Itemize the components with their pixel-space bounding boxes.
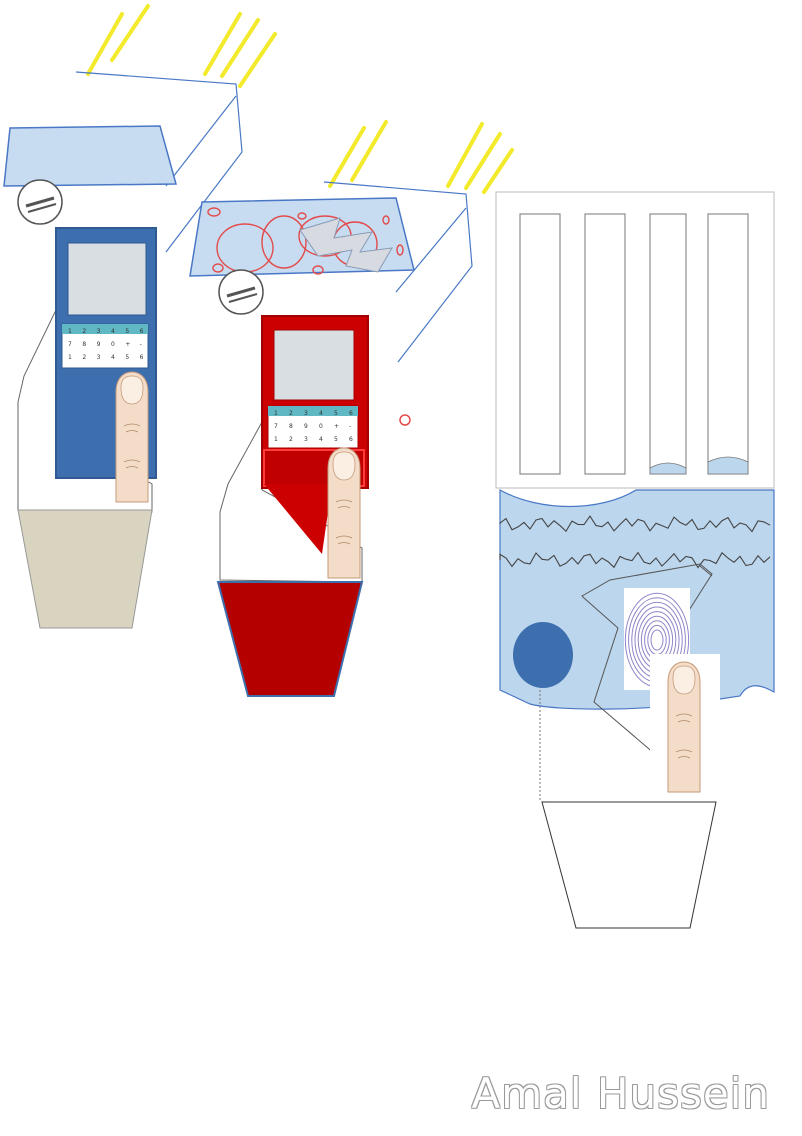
reference-line bbox=[699, 565, 713, 577]
keypad-key: 5 bbox=[125, 328, 129, 335]
keypad-key: 4 bbox=[111, 354, 115, 361]
keypad-key: 6 bbox=[140, 354, 144, 361]
white-base bbox=[541, 801, 717, 929]
keypad-key: + bbox=[334, 423, 339, 430]
keypad-key: 9 bbox=[304, 423, 308, 430]
blocked-symbol-middle bbox=[218, 269, 264, 315]
keypad-key: 7 bbox=[274, 423, 278, 430]
khaki-base bbox=[17, 509, 153, 629]
keypad-key: - bbox=[349, 423, 351, 430]
blue-device-keypad bbox=[61, 323, 149, 369]
keypad-key: 3 bbox=[304, 410, 308, 417]
scattered-light-path bbox=[299, 217, 393, 273]
blocked-symbol-left bbox=[17, 179, 63, 225]
keypad-key: 2 bbox=[289, 436, 293, 443]
keypad-key: 0 bbox=[319, 423, 323, 430]
blue-unit bbox=[3, 4, 277, 629]
red-base bbox=[216, 581, 364, 697]
scrollwork-line bbox=[499, 515, 771, 533]
keypad-key: 5 bbox=[334, 410, 338, 417]
red-device-screen bbox=[273, 329, 355, 401]
light-rays-middle bbox=[328, 120, 514, 194]
author-signature: Amal Hussein bbox=[471, 1069, 770, 1118]
keypad-key: 8 bbox=[289, 423, 293, 430]
keypad-key: 4 bbox=[111, 328, 115, 335]
fingerprint-unit bbox=[495, 191, 775, 929]
keypad-key: 2 bbox=[289, 410, 293, 417]
finger-left bbox=[115, 371, 149, 503]
keypad-key: 6 bbox=[349, 410, 353, 417]
reagent-tubes bbox=[519, 213, 749, 475]
keypad-key: 3 bbox=[97, 328, 101, 335]
blue-lens-panel bbox=[3, 125, 177, 187]
scrollwork-line bbox=[499, 551, 771, 569]
keypad-key: 3 bbox=[304, 436, 308, 443]
keypad-key: 1 bbox=[274, 410, 278, 417]
blue-device bbox=[55, 227, 157, 479]
red-hand-wedge bbox=[264, 484, 332, 554]
keypad-key: 0 bbox=[111, 341, 115, 348]
keypad-key: 9 bbox=[97, 341, 101, 348]
keypad-key: 6 bbox=[349, 436, 353, 443]
keypad-key: + bbox=[125, 341, 130, 348]
keypad-key: 2 bbox=[82, 328, 86, 335]
keypad-key: 1 bbox=[68, 354, 72, 361]
dark-blue-dot bbox=[513, 622, 573, 688]
fingerprint-ridge bbox=[650, 629, 664, 651]
optical-beam-left-2 bbox=[165, 95, 237, 187]
light-rays-left bbox=[86, 4, 277, 88]
small-red-ring bbox=[399, 414, 411, 426]
keypad-key: 3 bbox=[97, 354, 101, 361]
keypad-key: 6 bbox=[140, 328, 144, 335]
optical-beam-middle-2 bbox=[395, 207, 467, 293]
optical-beam-middle bbox=[323, 181, 473, 363]
red-unit bbox=[189, 120, 514, 697]
finger-right bbox=[667, 661, 701, 793]
keypad-key: 1 bbox=[274, 436, 278, 443]
keypad-key: 4 bbox=[319, 436, 323, 443]
finger-middle bbox=[327, 447, 361, 579]
blue-device-screen bbox=[67, 242, 147, 316]
tube-fill-4 bbox=[707, 456, 749, 475]
keypad-key: 5 bbox=[125, 354, 129, 361]
keypad-key: 2 bbox=[82, 354, 86, 361]
handwritten-scrollwork bbox=[499, 515, 771, 569]
keypad-key: 1 bbox=[68, 328, 72, 335]
tube-fill-3 bbox=[649, 462, 687, 475]
keypad-key: 8 bbox=[82, 341, 86, 348]
keypad-key: 7 bbox=[68, 341, 72, 348]
keypad-key: 5 bbox=[334, 436, 338, 443]
keypad-key: 4 bbox=[319, 410, 323, 417]
keypad-key: - bbox=[140, 341, 142, 348]
red-device-keypad bbox=[267, 405, 359, 449]
